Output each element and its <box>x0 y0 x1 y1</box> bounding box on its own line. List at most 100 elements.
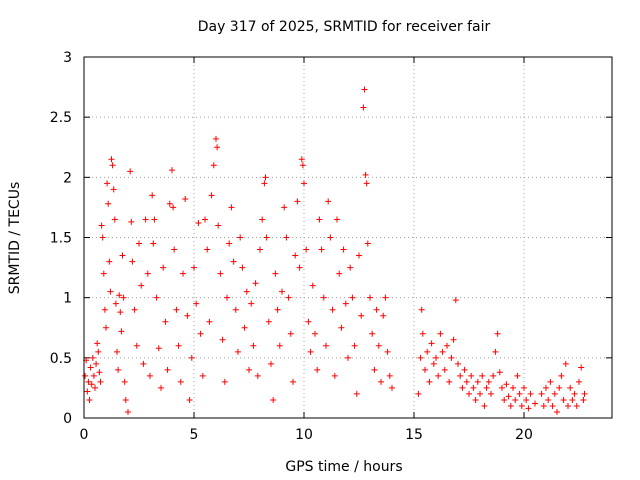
data-point <box>118 328 125 335</box>
data-point <box>444 342 450 349</box>
data-point <box>580 396 587 403</box>
data-point <box>299 162 306 169</box>
data-point <box>115 366 122 373</box>
data-point <box>496 369 503 376</box>
data-point <box>210 162 217 169</box>
data-point <box>202 216 208 223</box>
data-point <box>206 318 213 325</box>
data-point <box>101 306 108 313</box>
data-point <box>312 330 318 337</box>
data-point <box>545 396 552 403</box>
data-point <box>208 192 215 199</box>
data-point <box>106 258 113 265</box>
data-point <box>283 234 290 241</box>
y-tick-label: 3 <box>63 50 72 66</box>
x-tick-label: 5 <box>190 427 199 443</box>
x-tick-label: 15 <box>405 427 423 443</box>
data-point <box>540 402 547 409</box>
data-point <box>371 366 378 373</box>
data-point <box>160 264 167 271</box>
data-point <box>418 306 425 313</box>
data-point <box>446 378 453 385</box>
data-point <box>340 246 347 253</box>
data-point <box>538 390 545 397</box>
data-point <box>573 402 580 409</box>
data-point <box>120 294 127 301</box>
data-point <box>230 258 237 265</box>
data-point <box>360 104 367 111</box>
data-point <box>162 318 169 325</box>
data-point <box>85 378 92 385</box>
data-point <box>287 330 294 337</box>
data-point <box>556 384 563 391</box>
data-point <box>501 396 508 403</box>
data-point <box>111 216 118 223</box>
plot-frame <box>83 56 613 419</box>
y-tick-label: 1 <box>63 291 72 307</box>
data-point <box>254 372 261 379</box>
data-point <box>265 318 272 325</box>
data-point <box>452 297 459 304</box>
y-tick-label: 2.5 <box>50 110 72 126</box>
data-point <box>214 144 221 151</box>
data-point <box>213 135 219 142</box>
data-point <box>241 324 248 331</box>
data-point <box>108 156 115 163</box>
data-point <box>373 306 380 313</box>
y-tick-label: 2 <box>63 170 72 186</box>
data-point <box>276 342 283 349</box>
data-point <box>109 162 116 169</box>
data-point <box>470 384 477 391</box>
x-tick-label: 20 <box>515 427 533 443</box>
data-point <box>151 216 158 223</box>
data-point <box>193 300 200 307</box>
data-point <box>243 288 250 295</box>
data-point <box>110 186 117 193</box>
data-point <box>226 240 233 247</box>
data-point <box>342 300 349 307</box>
data-point <box>89 354 96 361</box>
data-point <box>279 288 285 295</box>
data-point <box>505 393 512 400</box>
data-point <box>215 222 222 229</box>
y-tick-label: 0 <box>63 411 72 427</box>
data-point <box>547 378 554 385</box>
data-point <box>435 372 442 379</box>
data-point <box>93 360 100 367</box>
data-point <box>433 354 439 361</box>
data-point <box>532 400 538 407</box>
data-point <box>105 200 112 207</box>
data-point <box>576 378 582 385</box>
data-point <box>136 240 142 247</box>
data-point <box>281 204 288 211</box>
data-point <box>188 354 195 361</box>
data-point <box>463 378 470 385</box>
data-point <box>314 366 321 373</box>
data-point <box>119 252 126 259</box>
data-point <box>86 396 93 403</box>
data-point <box>439 348 446 355</box>
grid <box>84 57 612 418</box>
data-point <box>562 360 569 367</box>
data-point <box>347 264 354 271</box>
data-point <box>153 294 160 301</box>
data-point <box>430 360 437 367</box>
data-point <box>175 342 182 349</box>
data-point <box>114 348 120 355</box>
data-point <box>461 366 468 373</box>
data-point <box>128 218 135 225</box>
data-point <box>133 342 140 349</box>
data-point <box>173 306 180 313</box>
data-point <box>219 336 226 343</box>
data-point <box>296 264 303 271</box>
data-point <box>507 402 514 409</box>
data-point <box>382 294 389 301</box>
data-point <box>512 396 519 403</box>
data-point <box>170 204 177 211</box>
data-point <box>250 342 257 349</box>
data-point <box>334 216 340 223</box>
data-point <box>268 360 274 367</box>
data-point <box>309 282 316 289</box>
data-point <box>90 372 97 379</box>
